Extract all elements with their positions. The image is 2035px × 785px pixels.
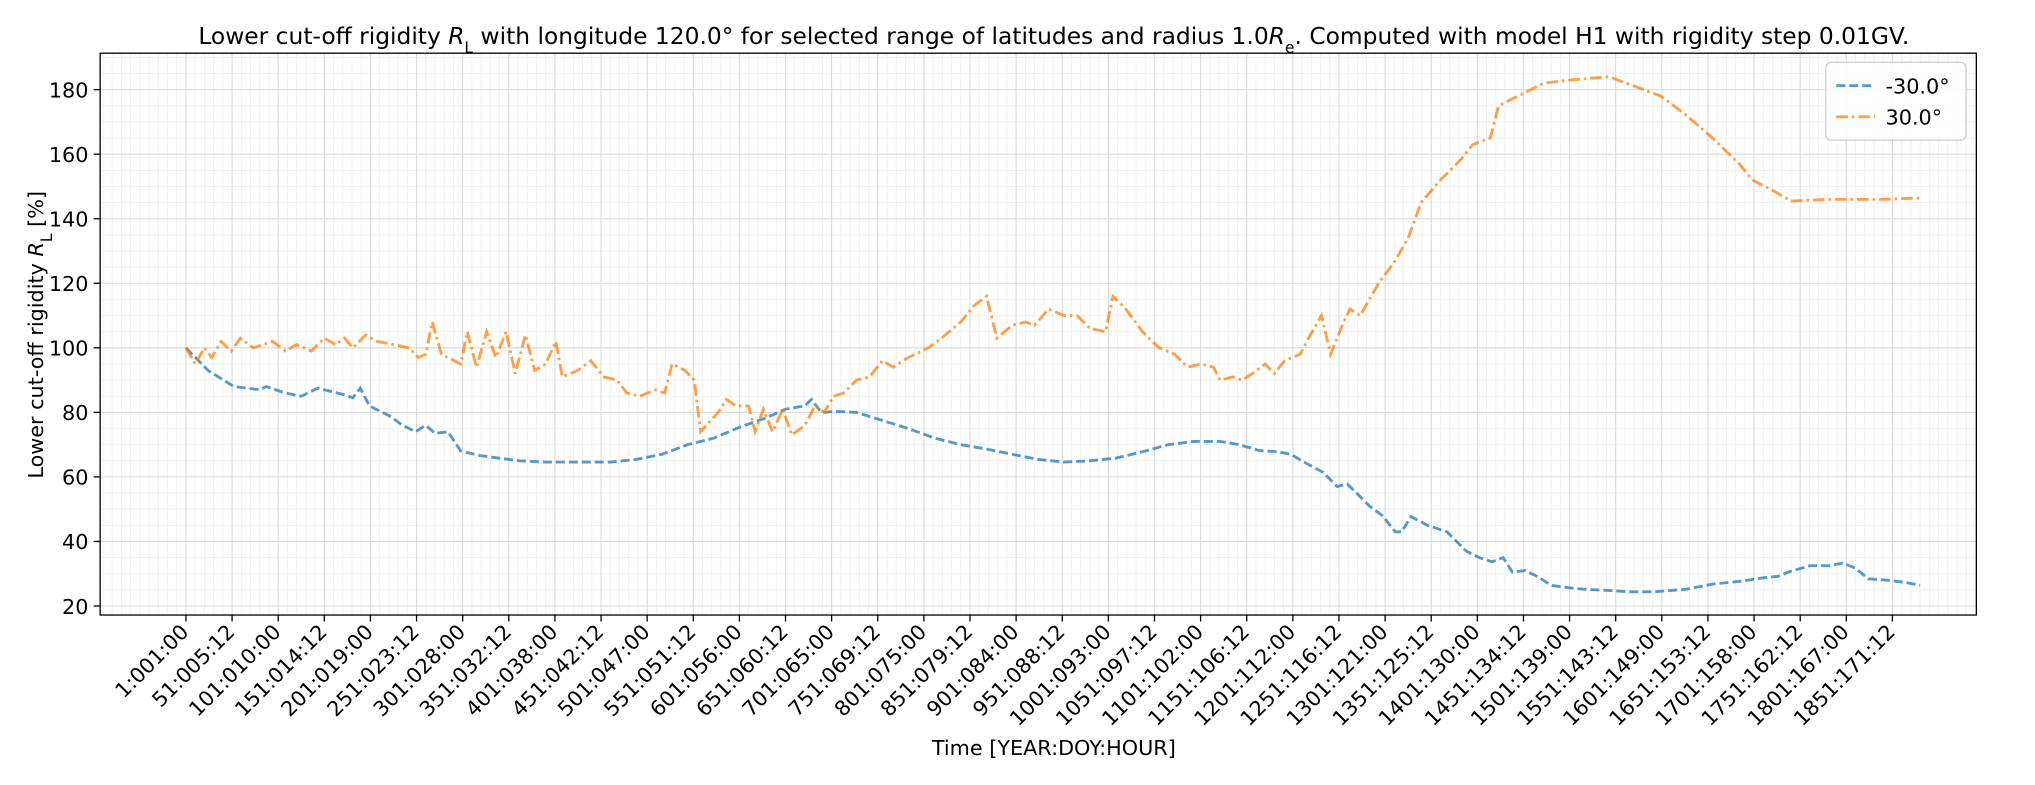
title-part: R [1269, 22, 1285, 50]
series-line [184, 75, 1923, 438]
y-tick-label: 140 [49, 208, 89, 232]
plot-lines [184, 75, 1923, 594]
axes-frame [99, 52, 1978, 616]
legend-box [1825, 61, 1967, 141]
ylabel-part: [%] [24, 191, 48, 234]
ylabel-part: Lower cut-off rigidity [24, 257, 48, 479]
title-part: . Computed with model H1 with rigidity s… [1295, 22, 1910, 50]
y-tick-label: 60 [62, 466, 88, 490]
title-part: Lower cut-off rigidity [198, 22, 448, 50]
y-tick-label: 80 [62, 401, 88, 425]
title-part: R [448, 22, 464, 50]
chart-title: Lower cut-off rigidity RL with longitude… [198, 22, 1909, 57]
ylabel-part: L [38, 233, 56, 242]
legend-label: 30.0° [1886, 106, 1943, 130]
y-tick-label: 160 [49, 143, 89, 167]
x-axis-label: Time [YEAR:DOY:HOUR] [931, 736, 1176, 760]
title-part: L [464, 39, 473, 57]
series-line [184, 346, 1921, 594]
y-tick-label: 120 [49, 272, 89, 296]
y-tick-label: 40 [62, 530, 88, 554]
grid [100, 53, 1977, 616]
y-tick-label: 20 [62, 595, 88, 619]
y-tick-label: 100 [49, 337, 89, 361]
title-part: with longitude 120.0° for selected range… [473, 22, 1269, 50]
legend-label: -30.0° [1886, 74, 1950, 98]
ylabel-part: R [24, 242, 48, 256]
title-part: e [1285, 39, 1295, 57]
y-axis-label: Lower cut-off rigidity RL [%] [24, 191, 56, 479]
y-tick-label: 180 [49, 78, 89, 102]
